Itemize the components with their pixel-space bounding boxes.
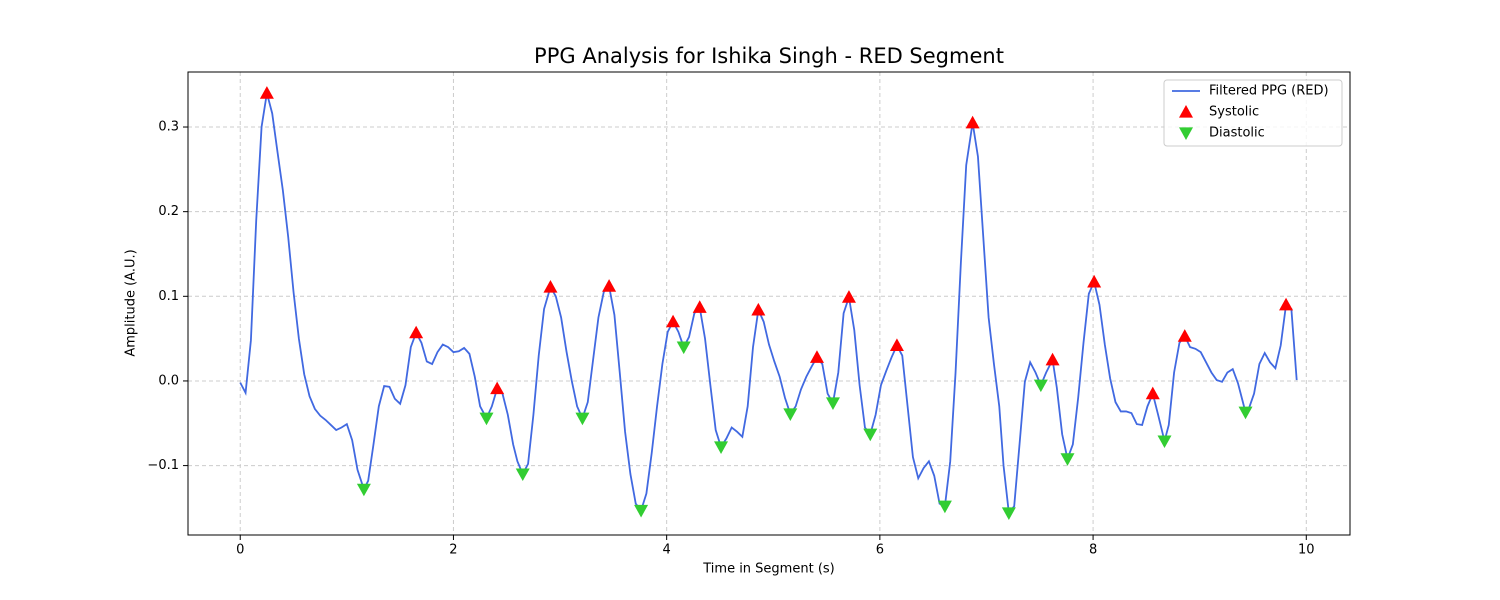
marker [809,350,824,363]
y-tick-label: 0.0 [158,373,179,388]
marker [825,397,840,410]
marker [1001,507,1016,520]
marker [575,412,590,426]
marker [259,86,274,99]
x-tick-label: 4 [663,543,671,558]
marker [1033,379,1048,393]
marker [783,408,798,421]
marker [515,468,530,482]
marker [634,504,649,518]
x-axis-label: Time in Segment (s) [702,562,834,577]
marker [937,500,952,514]
marker [1177,329,1192,342]
marker [692,300,707,313]
y-tick-label: 0.2 [158,204,179,219]
x-tick-label: 0 [236,543,244,558]
marker [602,279,617,292]
y-axis-label: Amplitude (A.U.) [124,249,139,356]
legend-label: Diastolic [1209,126,1265,141]
y-tick-label: 0.3 [158,120,179,135]
x-tick-label: 8 [1089,543,1097,558]
marker [751,302,766,316]
x-tick-label: 6 [876,543,884,558]
legend-label: Filtered PPG (RED) [1209,84,1329,99]
marker [1238,406,1253,420]
marker [666,314,681,328]
x-tick-label: 2 [449,543,457,558]
marker [1145,386,1160,400]
y-tick-label: 0.1 [158,289,179,304]
marker [356,483,371,497]
chart-title: PPG Analysis for Ishika Singh - RED Segm… [534,44,1004,68]
marker [676,341,691,355]
marker [1060,453,1075,466]
marker [479,412,494,426]
legend-label: Systolic [1209,105,1259,120]
marker [863,428,878,442]
marker [543,279,558,293]
marker [1279,297,1294,311]
plot-frame [187,71,1351,536]
marker [490,381,505,395]
marker [409,325,424,339]
legend-box [1163,79,1343,147]
marker [1045,352,1060,366]
legend-swatch [1179,127,1193,140]
x-tick-label: 10 [1298,543,1315,558]
marker [965,115,980,129]
marker [841,290,856,303]
marker [1087,274,1102,288]
y-tick-label: −0.1 [147,458,179,473]
marker [889,338,904,351]
marker [1157,435,1172,449]
legend-swatch [1179,105,1193,118]
marker [714,441,729,454]
